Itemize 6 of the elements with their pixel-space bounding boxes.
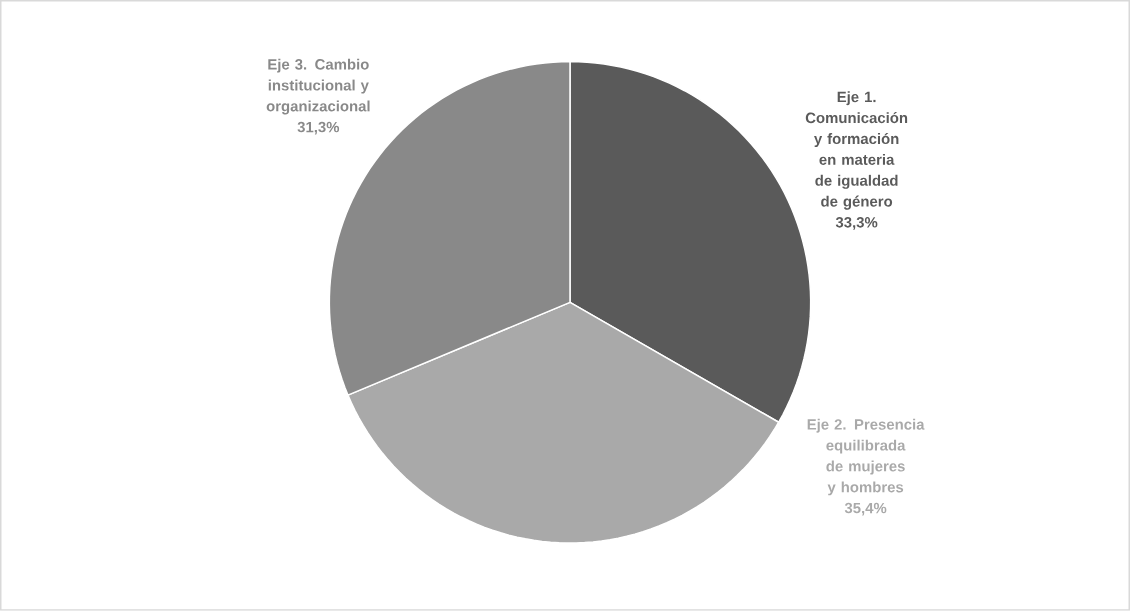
slice-label: Eje 2. Presencia equilibrada de mujeres y hombres [807, 418, 925, 496]
data-label: 33,3% [835, 217, 878, 230]
data-label: 31,3% [297, 121, 340, 135]
data-label: 35,4% [844, 502, 887, 516]
slice-label: Eje 1. Comunicación y formación en materia de igualdad de género [805, 91, 908, 210]
slice-label: Eje 3. Cambio institucional y organizacional [266, 58, 370, 115]
